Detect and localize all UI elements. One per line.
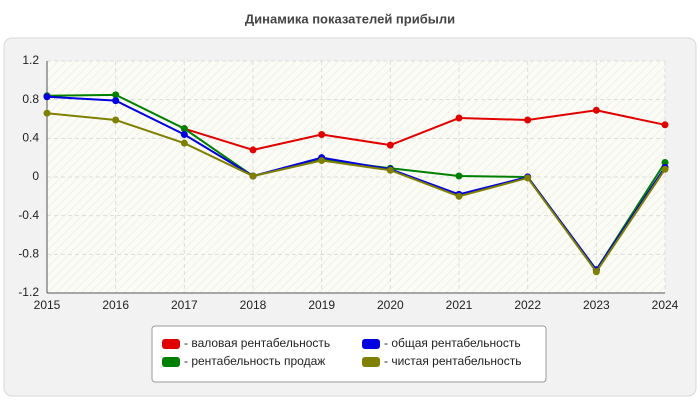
legend-swatch (162, 357, 180, 367)
y-tick-label: -1.2 (18, 285, 39, 299)
x-tick-label: 2020 (377, 298, 404, 312)
point (43, 109, 51, 117)
x-tick-label: 2022 (514, 298, 541, 312)
point (661, 121, 669, 129)
point (249, 146, 257, 154)
point (318, 157, 326, 165)
y-tick-label: -0.8 (18, 247, 39, 261)
legend-swatch (162, 339, 180, 349)
y-tick-label: -0.4 (18, 208, 39, 222)
point (524, 174, 532, 182)
point (455, 192, 463, 200)
legend-label: - общая рентабельность (384, 336, 521, 350)
legend-swatch (362, 357, 380, 367)
x-tick-label: 2023 (583, 298, 610, 312)
legend (151, 325, 547, 383)
point (592, 106, 600, 114)
point (180, 139, 188, 147)
legend-label: - валовая рентабельность (184, 336, 330, 350)
x-tick-label: 2016 (102, 298, 129, 312)
x-tick-label: 2015 (34, 298, 61, 312)
point (112, 116, 120, 124)
y-tick-label: 0 (32, 169, 39, 183)
point (43, 93, 51, 101)
point (249, 172, 257, 180)
point (661, 159, 669, 166)
x-tick-label: 2017 (171, 298, 198, 312)
x-tick-label: 2024 (652, 298, 679, 312)
point (180, 125, 188, 133)
point (112, 91, 120, 99)
x-tick-label: 2021 (446, 298, 473, 312)
point (592, 268, 600, 276)
point (661, 165, 669, 173)
point (112, 97, 120, 105)
x-tick-label: 2019 (308, 298, 335, 312)
point (455, 172, 463, 180)
y-tick-label: 0.4 (22, 131, 39, 145)
series-line (46, 112, 666, 274)
y-tick-label: 1.2 (22, 53, 39, 67)
chart-title: Динамика показателей прибыли (245, 11, 455, 26)
point (524, 116, 532, 124)
point (386, 166, 394, 174)
point (180, 130, 188, 138)
point (455, 114, 463, 122)
series-line (184, 109, 666, 151)
x-tick-label: 2018 (240, 298, 267, 312)
point (318, 130, 326, 138)
legend-label: - рентабельность продаж (184, 354, 325, 368)
legend-swatch (362, 339, 380, 349)
legend-label: - чистая рентабельность (384, 354, 521, 368)
y-tick-label: 0.8 (22, 92, 39, 106)
point (386, 141, 394, 149)
